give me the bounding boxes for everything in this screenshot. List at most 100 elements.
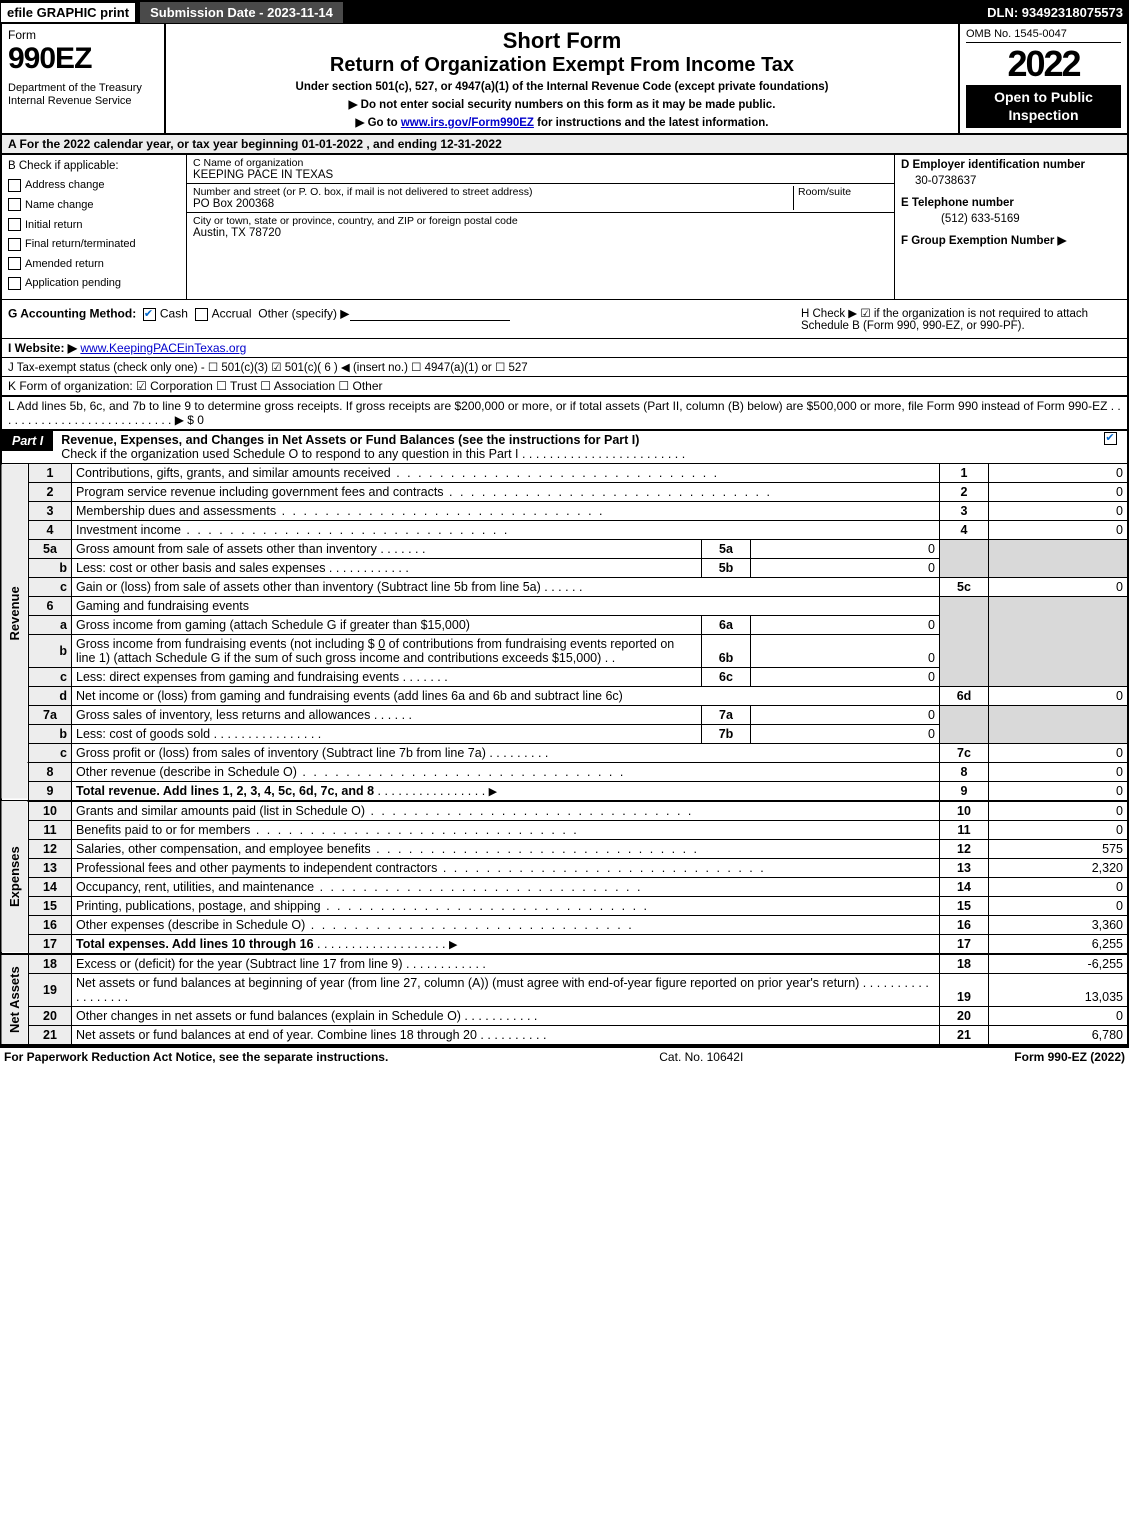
ln20-text: Other changes in net assets or fund bala… (76, 1009, 461, 1023)
ln20-val: 0 (989, 1006, 1129, 1025)
cb-cash[interactable] (143, 308, 156, 321)
ln19-rn: 19 (940, 973, 989, 1006)
ln8-rn: 8 (940, 762, 989, 781)
ln20-num: 20 (29, 1006, 72, 1025)
sub-501c: Under section 501(c), 527, or 4947(a)(1)… (174, 81, 950, 93)
row-h: H Check ▶ ☑ if the organization is not r… (793, 306, 1121, 332)
ln11-num: 11 (29, 820, 72, 839)
ln6d-val: 0 (989, 686, 1129, 705)
shade-6v (989, 596, 1129, 686)
ln3-text: Membership dues and assessments (76, 504, 276, 518)
ln7b-mv: 0 (751, 724, 940, 743)
col-def: D Employer identification number 30-0738… (895, 155, 1127, 299)
phone-value: (512) 633-5169 (901, 213, 1020, 225)
ln19-text: Net assets or fund balances at beginning… (76, 976, 859, 990)
ln5b-ml: 5b (702, 558, 751, 577)
side-expenses: Expenses (1, 801, 29, 953)
ln7c-rn: 7c (940, 743, 989, 762)
ln5a-mv: 0 (751, 539, 940, 558)
part1-checkbox[interactable] (1097, 431, 1127, 445)
cb-amended-return[interactable]: Amended return (8, 254, 180, 274)
ln11-val: 0 (989, 820, 1129, 839)
ln5c-text: Gain or (loss) from sale of assets other… (76, 580, 541, 594)
cb-initial-return[interactable]: Initial return (8, 215, 180, 235)
cb-address-change[interactable]: Address change (8, 175, 180, 195)
tax-year: 2022 (966, 43, 1121, 85)
ln6b-text1: Gross income from fundraising events (no… (76, 637, 378, 651)
cb-final-return[interactable]: Final return/terminated (8, 234, 180, 254)
ln1-num: 1 (29, 464, 72, 483)
ln15-val: 0 (989, 896, 1129, 915)
dln: DLN: 93492318075573 (987, 5, 1129, 20)
ln15-text: Printing, publications, postage, and shi… (76, 899, 321, 913)
ln13-text: Professional fees and other payments to … (76, 861, 437, 875)
ln14-rn: 14 (940, 877, 989, 896)
addr-value: PO Box 200368 (193, 198, 793, 210)
irs-link[interactable]: www.irs.gov/Form990EZ (401, 117, 534, 129)
ln7c-val: 0 (989, 743, 1129, 762)
ln6c-mv: 0 (751, 667, 940, 686)
footer-form: Form 990-EZ (2022) (1014, 1050, 1125, 1064)
ln16-val: 3,360 (989, 915, 1129, 934)
ln15-rn: 15 (940, 896, 989, 915)
ln12-rn: 12 (940, 839, 989, 858)
ln16-num: 16 (29, 915, 72, 934)
col-b-title: B Check if applicable: (8, 157, 180, 175)
g-other-blank[interactable] (350, 306, 510, 321)
side-revenue: Revenue (1, 464, 29, 763)
ln21-num: 21 (29, 1025, 72, 1045)
shade-7v (989, 705, 1129, 743)
ln1-text: Contributions, gifts, grants, and simila… (76, 466, 391, 480)
ln6a-num: a (29, 615, 72, 634)
addr-label: Number and street (or P. O. box, if mail… (193, 186, 793, 198)
ln6a-text: Gross income from gaming (attach Schedul… (76, 618, 470, 632)
ln2-val: 0 (989, 482, 1129, 501)
ln4-num: 4 (29, 520, 72, 539)
ln16-rn: 16 (940, 915, 989, 934)
e-label: E Telephone number (901, 197, 1014, 209)
efile-print[interactable]: efile GRAPHIC print (0, 2, 136, 23)
ln21-text: Net assets or fund balances at end of ye… (76, 1028, 477, 1042)
ln7c-text: Gross profit or (loss) from sales of inv… (76, 746, 486, 760)
ln18-text: Excess or (deficit) for the year (Subtra… (76, 957, 403, 971)
page-footer: For Paperwork Reduction Act Notice, see … (0, 1046, 1129, 1066)
shade-5 (940, 539, 989, 577)
ln8-num: 8 (29, 762, 72, 781)
cb-accrual[interactable] (195, 308, 208, 321)
ln2-num: 2 (29, 482, 72, 501)
shade-6 (940, 596, 989, 686)
g-other: Other (specify) ▶ (258, 307, 349, 321)
ln4-val: 0 (989, 520, 1129, 539)
website-link[interactable]: www.KeepingPACEinTexas.org (80, 341, 246, 355)
ln7a-ml: 7a (702, 705, 751, 724)
col-c-org: C Name of organization KEEPING PACE IN T… (187, 155, 895, 299)
d-label: D Employer identification number (901, 159, 1085, 171)
side-rev-cont (1, 762, 29, 800)
cb-application-pending[interactable]: Application pending (8, 273, 180, 293)
ln3-val: 0 (989, 501, 1129, 520)
ln11-rn: 11 (940, 820, 989, 839)
col-b-checkboxes: B Check if applicable: Address change Na… (2, 155, 187, 299)
ln5b-text: Less: cost or other basis and sales expe… (76, 561, 325, 575)
ln3-num: 3 (29, 501, 72, 520)
ln6b-num: b (29, 634, 72, 667)
ln5c-val: 0 (989, 577, 1129, 596)
ln20-rn: 20 (940, 1006, 989, 1025)
expenses-table: Expenses 10 Grants and similar amounts p… (0, 800, 1129, 953)
ln12-num: 12 (29, 839, 72, 858)
city-value: Austin, TX 78720 (193, 227, 888, 239)
f-label: F Group Exemption Number ▶ (901, 235, 1066, 247)
ln17-rn: 17 (940, 934, 989, 953)
ln6-text: Gaming and fundraising events (72, 596, 940, 615)
open-public-inspection: Open to Public Inspection (966, 85, 1121, 128)
part1-title-text: Revenue, Expenses, and Changes in Net As… (61, 433, 639, 447)
cb-name-change[interactable]: Name change (8, 195, 180, 215)
ln7a-mv: 0 (751, 705, 940, 724)
ln10-num: 10 (29, 801, 72, 821)
footer-cat: Cat. No. 10642I (388, 1050, 1014, 1064)
row-j: J Tax-exempt status (check only one) - ☐… (0, 357, 1129, 376)
ln10-text: Grants and similar amounts paid (list in… (76, 804, 365, 818)
ln7b-text: Less: cost of goods sold (76, 727, 210, 741)
g-accrual: Accrual (212, 307, 252, 321)
ln5c-rn: 5c (940, 577, 989, 596)
